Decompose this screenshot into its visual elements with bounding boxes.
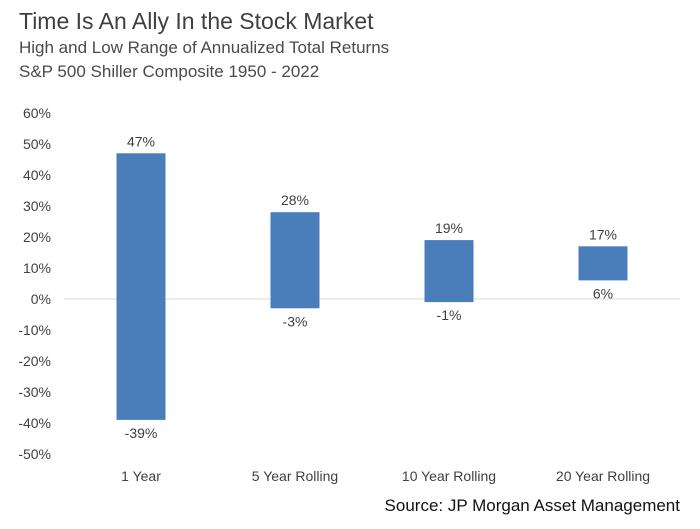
low-value-label: -39% — [125, 425, 158, 441]
low-value-label: -3% — [283, 313, 308, 329]
source-note: Source: JP Morgan Asset Management — [384, 496, 680, 515]
y-tick-label: -30% — [18, 384, 51, 400]
chart-subtitle-line-1: High and Low Range of Annualized Total R… — [19, 38, 390, 57]
y-tick-label: -40% — [18, 415, 51, 431]
y-tick-label: 50% — [23, 136, 51, 152]
range-bar — [424, 240, 474, 303]
high-value-label: 19% — [435, 220, 463, 236]
x-category-label: 10 Year Rolling — [402, 468, 496, 484]
x-category-label: 1 Year — [121, 468, 161, 484]
y-tick-label: -10% — [18, 322, 51, 338]
y-tick-label: 20% — [23, 229, 51, 245]
high-value-label: 47% — [127, 133, 155, 149]
y-tick-label: -20% — [18, 353, 51, 369]
y-tick-label: 30% — [23, 198, 51, 214]
low-value-label: -1% — [437, 307, 462, 323]
chart-title: Time Is An Ally In the Stock Market — [19, 8, 374, 34]
y-tick-label: 0% — [31, 291, 51, 307]
y-tick-label: 40% — [23, 167, 51, 183]
high-value-label: 28% — [281, 192, 309, 208]
chart-header: Time Is An Ally In the Stock Market High… — [19, 6, 389, 84]
range-bar — [116, 153, 166, 420]
y-tick-label: 10% — [23, 260, 51, 276]
y-tick-label: 60% — [23, 105, 51, 121]
range-bar — [270, 212, 320, 309]
x-category-label: 5 Year Rolling — [252, 468, 338, 484]
range-bar — [578, 246, 628, 281]
x-category-label: 20 Year Rolling — [556, 468, 650, 484]
low-value-label: 6% — [593, 285, 613, 301]
y-tick-label: -50% — [18, 446, 51, 462]
chart-subtitle-line-2: S&P 500 Shiller Composite 1950 - 2022 — [19, 62, 320, 81]
high-value-label: 17% — [589, 226, 617, 242]
